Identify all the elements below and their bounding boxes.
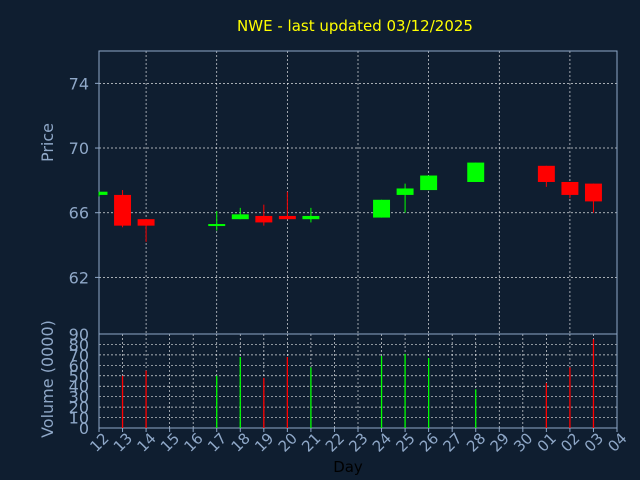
x-tick-label: 01 xyxy=(534,429,560,455)
volume-frame xyxy=(98,333,618,429)
volume-tick-label: 90 xyxy=(69,325,89,344)
x-tick-label: 15 xyxy=(157,429,183,455)
x-tick-label: 02 xyxy=(557,429,583,455)
x-tick-label: 27 xyxy=(440,429,466,455)
candle-body xyxy=(373,199,391,218)
volume-axis-label: Volume (0000) xyxy=(38,320,57,438)
x-tick-label: 17 xyxy=(204,429,230,455)
x-axis-label: Day xyxy=(333,458,363,476)
x-tick-label: 13 xyxy=(110,429,136,455)
candle-body xyxy=(114,194,132,226)
x-tick-label: 24 xyxy=(369,429,395,455)
volume-tick-label: 40 xyxy=(69,377,89,396)
candle-body xyxy=(99,191,108,195)
x-tick-label: 19 xyxy=(251,429,277,455)
candle-body xyxy=(396,188,414,195)
candle-body xyxy=(208,224,226,227)
candle-body xyxy=(420,175,438,191)
chart-title: NWE - last updated 03/12/2025 xyxy=(237,17,473,35)
price-tick-label: 74 xyxy=(69,74,89,93)
x-tick-label: 21 xyxy=(298,429,324,455)
candle-body xyxy=(231,214,249,220)
x-tick-label: 28 xyxy=(463,429,489,455)
price-tick-label: 62 xyxy=(69,268,89,287)
volume-tick-label: 50 xyxy=(69,367,89,386)
x-tick-label: 29 xyxy=(487,429,513,455)
volume-tick-label: 60 xyxy=(69,356,89,375)
candle-body xyxy=(302,215,320,220)
candle-body xyxy=(255,215,273,223)
volume-tick-label: 10 xyxy=(69,409,89,428)
candle-body xyxy=(537,165,555,182)
x-axis: 1213141516171819202122232425262728293001… xyxy=(86,428,631,476)
x-tick-label: 18 xyxy=(228,429,254,455)
x-tick-label: 14 xyxy=(133,429,159,455)
x-tick-label: 25 xyxy=(392,429,418,455)
x-tick-label: 22 xyxy=(322,429,348,455)
x-tick-label: 20 xyxy=(275,429,301,455)
x-tick-label: 12 xyxy=(86,429,112,455)
x-tick-label: 26 xyxy=(416,429,442,455)
price-tick-label: 70 xyxy=(69,139,89,158)
volume-tick-label: 30 xyxy=(69,388,89,407)
candle-body xyxy=(137,219,155,226)
candle-body xyxy=(467,162,485,182)
x-tick-label: 03 xyxy=(581,429,607,455)
price-tick-label: 66 xyxy=(69,204,89,223)
price-panel: 62 66 70 74 Price xyxy=(38,50,618,335)
volume-tick-label: 20 xyxy=(69,398,89,417)
x-tick-label: 23 xyxy=(345,429,371,455)
candle-body xyxy=(584,183,602,202)
volume-tick-label: 70 xyxy=(69,346,89,365)
candle-body xyxy=(561,181,579,195)
volume-tick-label: 0 xyxy=(79,419,89,438)
price-axis-label: Price xyxy=(38,123,57,162)
x-tick-label: 16 xyxy=(181,429,207,455)
volume-tick-label: 80 xyxy=(69,335,89,354)
candle-body xyxy=(278,215,296,220)
x-tick-label: 30 xyxy=(510,429,536,455)
x-tick-label: 04 xyxy=(604,429,630,455)
